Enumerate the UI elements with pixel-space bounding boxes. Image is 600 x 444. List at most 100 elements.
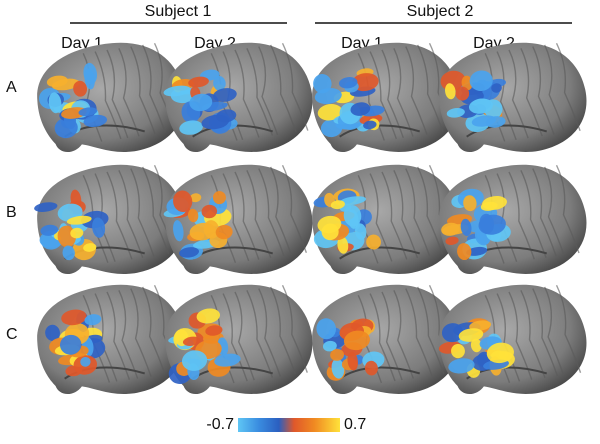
activation-blob (189, 93, 213, 112)
activation-blob (201, 204, 218, 219)
activation-blob (469, 320, 492, 331)
activation-blob (212, 191, 226, 205)
activation-blob (201, 114, 230, 130)
brain (312, 42, 460, 153)
activation-blob (457, 243, 472, 261)
activation-blob (463, 195, 477, 212)
row-label: C (6, 326, 18, 343)
gyrus (508, 171, 535, 260)
brain (163, 42, 313, 153)
gyrus (369, 51, 397, 140)
activation-blob (179, 120, 203, 135)
gyrus (369, 293, 396, 382)
activation-blob (468, 98, 493, 114)
gyrus (258, 168, 285, 257)
activation-blob (73, 80, 88, 97)
brain (34, 164, 185, 275)
brain (37, 284, 185, 395)
activation-blob (331, 358, 345, 379)
gyrus (544, 44, 566, 134)
gyrus (357, 52, 385, 141)
brain (312, 284, 460, 395)
gyrus (270, 286, 297, 375)
activation-blob (491, 83, 502, 93)
gyrus (258, 288, 281, 377)
gyrus (544, 286, 565, 376)
gyrus (532, 46, 555, 135)
activation-blob (347, 351, 358, 371)
gyrus (130, 288, 152, 377)
activation-blob (215, 224, 233, 240)
gyrus (270, 166, 292, 256)
gyrus (405, 46, 428, 135)
activation-blob (338, 77, 358, 89)
gyrus (393, 289, 414, 379)
activation-blob (70, 227, 84, 239)
activation-blob (448, 358, 475, 374)
activation-blob (213, 75, 226, 91)
brain (163, 164, 313, 275)
activation-blob (78, 107, 98, 117)
gyrus (405, 168, 431, 257)
brain-surface (165, 164, 313, 275)
activation-blob (364, 360, 378, 376)
activation-blob (470, 338, 482, 353)
activation-blob (83, 114, 108, 128)
gyrus (281, 284, 308, 373)
brain (439, 164, 587, 275)
activation-blob (469, 70, 493, 91)
gyrus (555, 284, 582, 373)
brain (312, 164, 460, 275)
activation-blob (350, 102, 371, 116)
activation-blob (316, 318, 336, 340)
gyrus (106, 171, 133, 260)
gyrus (381, 171, 408, 260)
activation-blob (317, 215, 342, 234)
activation-blob (173, 190, 193, 213)
colorbar-max: 0.7 (344, 416, 366, 433)
brain (438, 284, 587, 395)
row-label: B (6, 204, 17, 221)
brain-grid (34, 42, 587, 395)
gyrus (532, 168, 557, 257)
activation-blob (61, 309, 87, 326)
gyrus (369, 173, 393, 262)
gyrus (222, 173, 250, 262)
row-label: A (6, 79, 17, 96)
gyrus (555, 42, 581, 132)
colorbar-min: -0.7 (206, 416, 234, 433)
activation-blob (66, 215, 92, 225)
activation-blob (458, 328, 484, 342)
gyrus (246, 289, 274, 378)
gyrus (246, 47, 274, 136)
subject-title: Subject 1 (145, 3, 212, 20)
gyrus (281, 42, 309, 131)
activation-blob (163, 85, 191, 97)
activation-blob (479, 213, 495, 234)
activation-blob (355, 223, 367, 240)
brain (165, 284, 313, 395)
gyrus (118, 169, 144, 259)
activation-blob (188, 76, 209, 88)
activation-blob (187, 208, 199, 223)
activation-blob (196, 308, 220, 324)
gyrus (496, 51, 517, 141)
gyrus (555, 164, 580, 254)
activation-blob (84, 314, 102, 326)
activation-blob (330, 349, 345, 361)
activation-blob (466, 246, 488, 256)
subject-title: Subject 2 (407, 3, 474, 20)
gyrus (130, 46, 156, 135)
activation-blob (181, 350, 208, 371)
activation-blob (317, 103, 343, 121)
activation-blob (343, 205, 362, 227)
activation-blob (363, 120, 377, 130)
gyrus (142, 166, 170, 255)
gyrus (222, 51, 244, 140)
activation-blob (59, 334, 82, 355)
gyrus (142, 44, 167, 133)
activation-blob (173, 220, 184, 242)
activation-blob (92, 217, 106, 238)
gyrus (118, 289, 139, 379)
